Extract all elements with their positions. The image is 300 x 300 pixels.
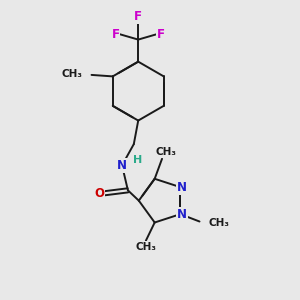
Text: H: H: [133, 155, 142, 165]
Text: N: N: [177, 181, 187, 194]
Text: N: N: [177, 208, 187, 220]
Text: F: F: [134, 11, 142, 23]
Text: CH₃: CH₃: [62, 69, 83, 79]
Text: F: F: [112, 28, 119, 41]
Text: CH₃: CH₃: [156, 147, 177, 157]
Text: F: F: [157, 28, 165, 41]
Text: CH₃: CH₃: [135, 242, 156, 252]
Text: N: N: [117, 159, 127, 172]
Text: CH₃: CH₃: [208, 218, 229, 228]
Text: O: O: [94, 187, 104, 200]
